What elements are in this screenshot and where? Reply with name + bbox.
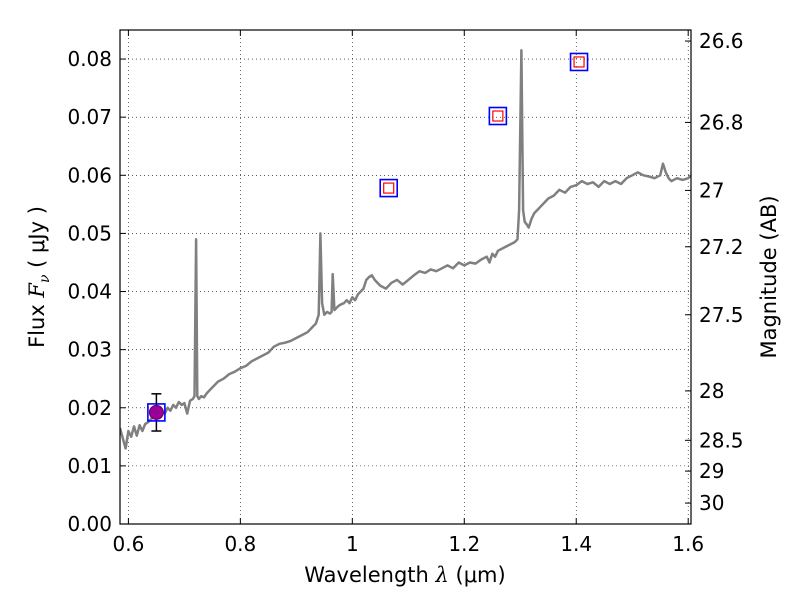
y-axis-label: Flux Fν ( μJy ) (25, 206, 53, 348)
y-tick-label: 0.04 (67, 280, 112, 304)
model-point-marker (492, 110, 504, 122)
model-square-marker (488, 106, 508, 126)
y2-tick-label: 30 (699, 491, 724, 515)
grid-lines (120, 30, 691, 525)
x-axis-label: Wavelength λ (μm) (304, 563, 505, 587)
x-tick-label: 1.2 (448, 532, 480, 556)
x-tick-label: 0.8 (224, 532, 256, 556)
y2-tick-label: 28.5 (699, 428, 744, 452)
measured-point (148, 404, 164, 420)
model-square-marker (379, 178, 399, 198)
x-tick-label: 0.6 (112, 532, 144, 556)
model-point-marker (573, 56, 585, 68)
y-tick-label: 0.00 (67, 512, 112, 536)
y2-tick-label: 28 (699, 379, 724, 403)
axis-ticks: 0.6 0.8 1 1.2 1.4 1.6 0.00 0.01 0.02 0.03 0.04 0.05… (67, 29, 743, 556)
x-tick-label: 1.6 (672, 532, 704, 556)
y-tick-label: 0.05 (67, 221, 112, 245)
y2-tick-label: 26.6 (699, 29, 744, 53)
x-tick-label: 1.4 (560, 532, 592, 556)
y-tick-label: 0.06 (67, 163, 112, 187)
model-point-marker (383, 182, 395, 194)
y2-tick-label: 26.8 (699, 110, 744, 134)
y2-tick-label: 27 (699, 178, 724, 202)
spectrum-line (120, 49, 691, 450)
plot-frame (119, 29, 692, 525)
y2-tick-label: 29 (699, 459, 724, 483)
y2-tick-label: 27.5 (699, 303, 744, 327)
x-tick-label: 1 (346, 532, 359, 556)
model-square-marker (569, 52, 589, 72)
y-tick-label: 0.02 (67, 396, 112, 420)
y-tick-label: 0.08 (67, 47, 112, 71)
plot-area (120, 49, 691, 450)
y-tick-label: 0.01 (67, 454, 112, 478)
y2-tick-label: 27.2 (699, 235, 744, 259)
model-square-marker (147, 403, 166, 422)
y-tick-label: 0.03 (67, 338, 112, 362)
y2-axis-label: Magnitude (AB) (757, 195, 781, 358)
y-tick-label: 0.07 (67, 105, 112, 129)
